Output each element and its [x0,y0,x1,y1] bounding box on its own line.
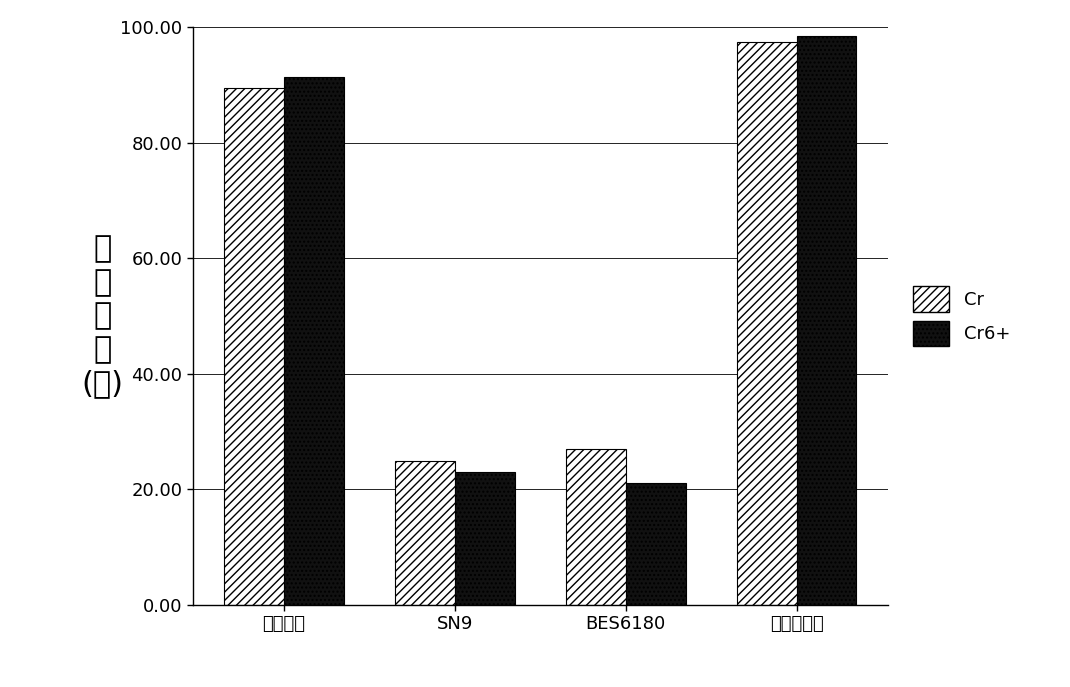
Bar [797,36,856,605]
Bar [626,484,686,605]
Legend: Cr, Cr6+: Cr, Cr6+ [904,277,1019,355]
Bar [455,472,515,605]
Bar [737,42,797,605]
Text: 稳
定
化
率
(％): 稳 定 化 率 (％) [81,234,123,398]
Bar [225,88,284,605]
Bar [566,449,626,605]
Bar [284,76,343,605]
Bar [395,462,455,605]
